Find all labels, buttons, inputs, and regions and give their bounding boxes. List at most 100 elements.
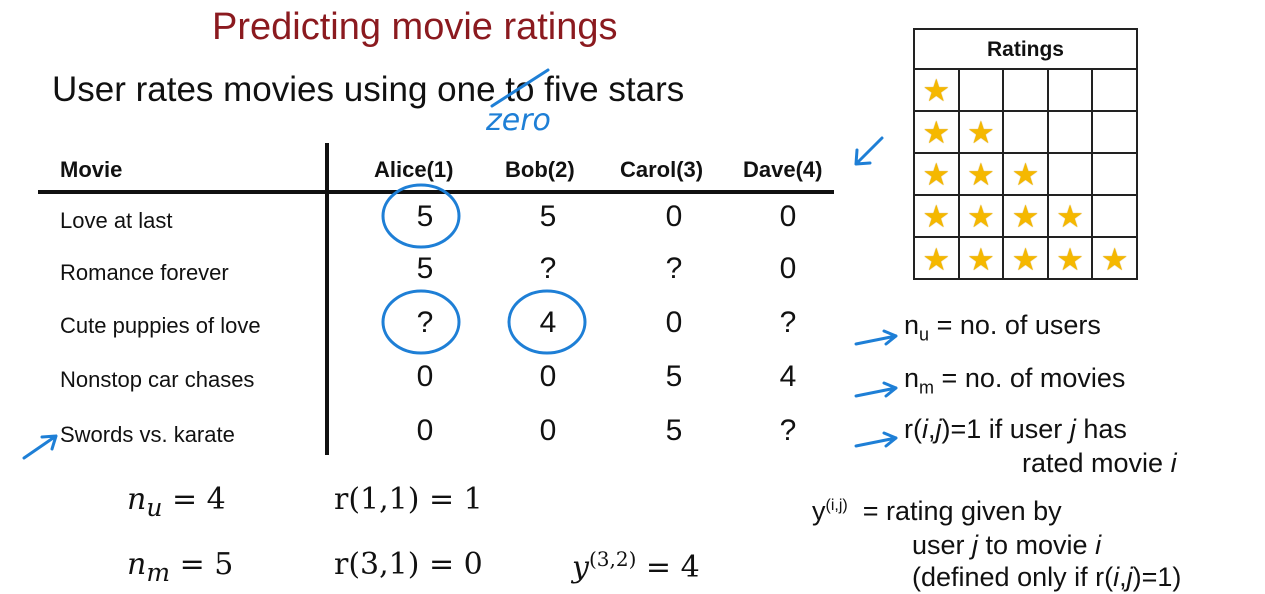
movie-name: Swords vs. karate [60, 422, 235, 447]
rating-cell: ? [539, 252, 557, 285]
rating-cell: 0 [779, 252, 797, 285]
star-cell: ★ [960, 196, 1005, 236]
rating-cell: 0 [416, 414, 434, 447]
star-row: ★ [915, 70, 1136, 112]
subtitle-before: User rates movies using [52, 70, 438, 109]
star-cell: ★ [915, 112, 960, 152]
user-header-dave: Dave(4) [743, 157, 823, 182]
movie-name: Love at last [60, 208, 173, 233]
note-y-definition-line3: (defined only if r(i,j)=1) [912, 562, 1182, 592]
star-icon: ★ [1011, 241, 1040, 277]
star-cell: ★ [1004, 154, 1049, 194]
arrow-r-note [854, 431, 898, 448]
subtitle: User rates movies using one to five star… [52, 70, 684, 110]
subtitle-struck-word: one [437, 70, 496, 109]
star-icon: ★ [966, 114, 995, 150]
star-icon: ★ [922, 114, 951, 150]
star-icon: ★ [1100, 241, 1129, 277]
rating-cell: 4 [779, 360, 797, 393]
star-cell: ★ [1004, 238, 1049, 280]
handwritten-correction: zero [486, 103, 551, 138]
rating-cell: ? [665, 252, 683, 285]
star-row: ★ ★ [915, 112, 1136, 154]
star-icon: ★ [922, 156, 951, 192]
table-column-rule [325, 143, 329, 455]
arrow-dave-header [854, 136, 884, 166]
rating-cell: 5 [665, 360, 683, 393]
ratings-star-panel: Ratings ★ ★ ★ ★ ★ ★ ★ ★ ★ ★ ★ ★ ★ ★ ★ [913, 28, 1138, 280]
star-icon: ★ [922, 72, 951, 108]
star-cell: ★ [1049, 196, 1094, 236]
star-cell: ★ [915, 196, 960, 236]
star-cell [1049, 154, 1094, 194]
star-icon: ★ [1011, 156, 1040, 192]
rating-cell: ? [779, 306, 797, 339]
arrow-nm-note [854, 381, 898, 398]
rating-cell: 5 [416, 252, 434, 285]
rating-cell: 0 [416, 360, 434, 393]
star-cell: ★ [1093, 238, 1136, 280]
ratings-panel-header: Ratings [915, 30, 1136, 70]
movie-name: Cute puppies of love [60, 313, 261, 338]
movie-name: Nonstop car chases [60, 367, 255, 392]
star-cell: ★ [960, 238, 1005, 280]
star-cell: ★ [1004, 196, 1049, 236]
star-icon: ★ [1056, 241, 1084, 277]
star-cell: ★ [915, 154, 960, 194]
star-icon: ★ [922, 241, 951, 277]
rating-cell: 0 [779, 200, 797, 233]
star-cell: ★ [915, 238, 960, 280]
movie-column-header: Movie [60, 157, 123, 182]
rating-cell: 5 [665, 414, 683, 447]
star-cell: ★ [915, 70, 960, 110]
rating-cell: 0 [539, 414, 557, 447]
rating-cell: ? [779, 414, 797, 447]
arrow-swords-row [22, 434, 58, 460]
eq-num-users: nu = 4 [127, 482, 226, 522]
star-cell [1049, 112, 1094, 152]
star-icon: ★ [922, 198, 951, 234]
user-header-alice: Alice(1) [374, 157, 454, 182]
star-icon: ★ [966, 156, 995, 192]
star-icon: ★ [966, 241, 995, 277]
note-y-definition-line2: user j to movie i [912, 530, 1102, 560]
eq-num-movies: nm = 5 [127, 547, 234, 587]
star-cell [1093, 154, 1136, 194]
rating-cell: 0 [665, 306, 683, 339]
star-cell: ★ [1049, 238, 1094, 280]
star-cell [1004, 112, 1049, 152]
star-row: ★ ★ ★ ★ ★ [915, 238, 1136, 280]
rating-cell: 0 [665, 200, 683, 233]
eq-y-3-2: y(3,2) = 4 [572, 547, 700, 585]
note-num-users: nu = no. of users [904, 310, 1101, 345]
eq-r-3-1: r(3,1) = 0 [334, 547, 483, 582]
star-icon: ★ [1056, 198, 1084, 234]
note-r-definition-line2: rated movie i [1022, 448, 1177, 478]
rating-cell: 0 [539, 360, 557, 393]
note-r-definition: r(i,j)=1 if user j has [904, 414, 1127, 444]
slide-title: Predicting movie ratings [212, 6, 618, 48]
star-icon: ★ [1011, 198, 1040, 234]
eq-r-1-1: r(1,1) = 1 [334, 482, 483, 517]
rating-cell: 5 [416, 200, 434, 233]
user-header-bob: Bob(2) [505, 157, 575, 182]
star-cell [1093, 196, 1136, 236]
rating-cell: ? [416, 306, 434, 339]
movie-name: Romance forever [60, 260, 229, 285]
star-cell [1004, 70, 1049, 110]
star-cell [1049, 70, 1094, 110]
star-cell [960, 70, 1005, 110]
arrow-nu-note [854, 329, 898, 346]
star-icon: ★ [966, 198, 995, 234]
star-cell [1093, 70, 1136, 110]
star-row: ★ ★ ★ [915, 154, 1136, 196]
rating-cell: 5 [539, 200, 557, 233]
table-header-rule [38, 190, 834, 194]
rating-cell: 4 [539, 306, 557, 339]
star-cell: ★ [960, 154, 1005, 194]
star-cell: ★ [960, 112, 1005, 152]
user-header-carol: Carol(3) [620, 157, 704, 182]
star-cell [1093, 112, 1136, 152]
note-num-movies: nm = no. of movies [904, 363, 1126, 398]
star-row: ★ ★ ★ ★ [915, 196, 1136, 238]
